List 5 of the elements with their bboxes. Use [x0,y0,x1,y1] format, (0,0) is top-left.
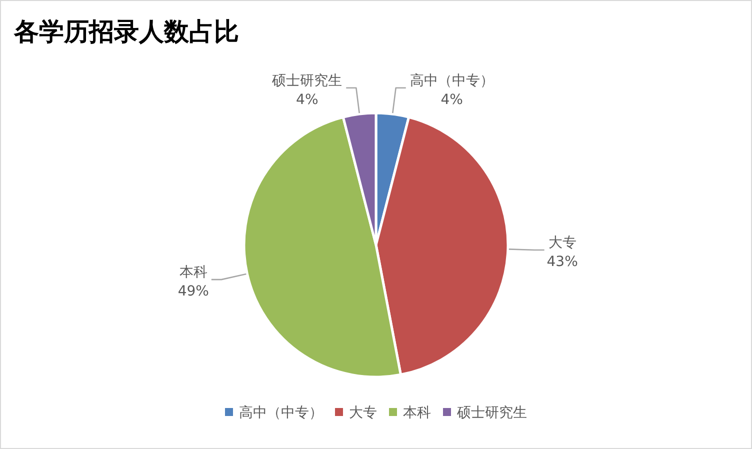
legend-label: 本科 [403,405,431,421]
legend-label: 硕士研究生 [456,405,527,421]
legend-label: 大专 [349,405,377,421]
legend-label: 高中（中专） [239,405,323,421]
title: 各学历招录人数占比 [14,17,239,46]
